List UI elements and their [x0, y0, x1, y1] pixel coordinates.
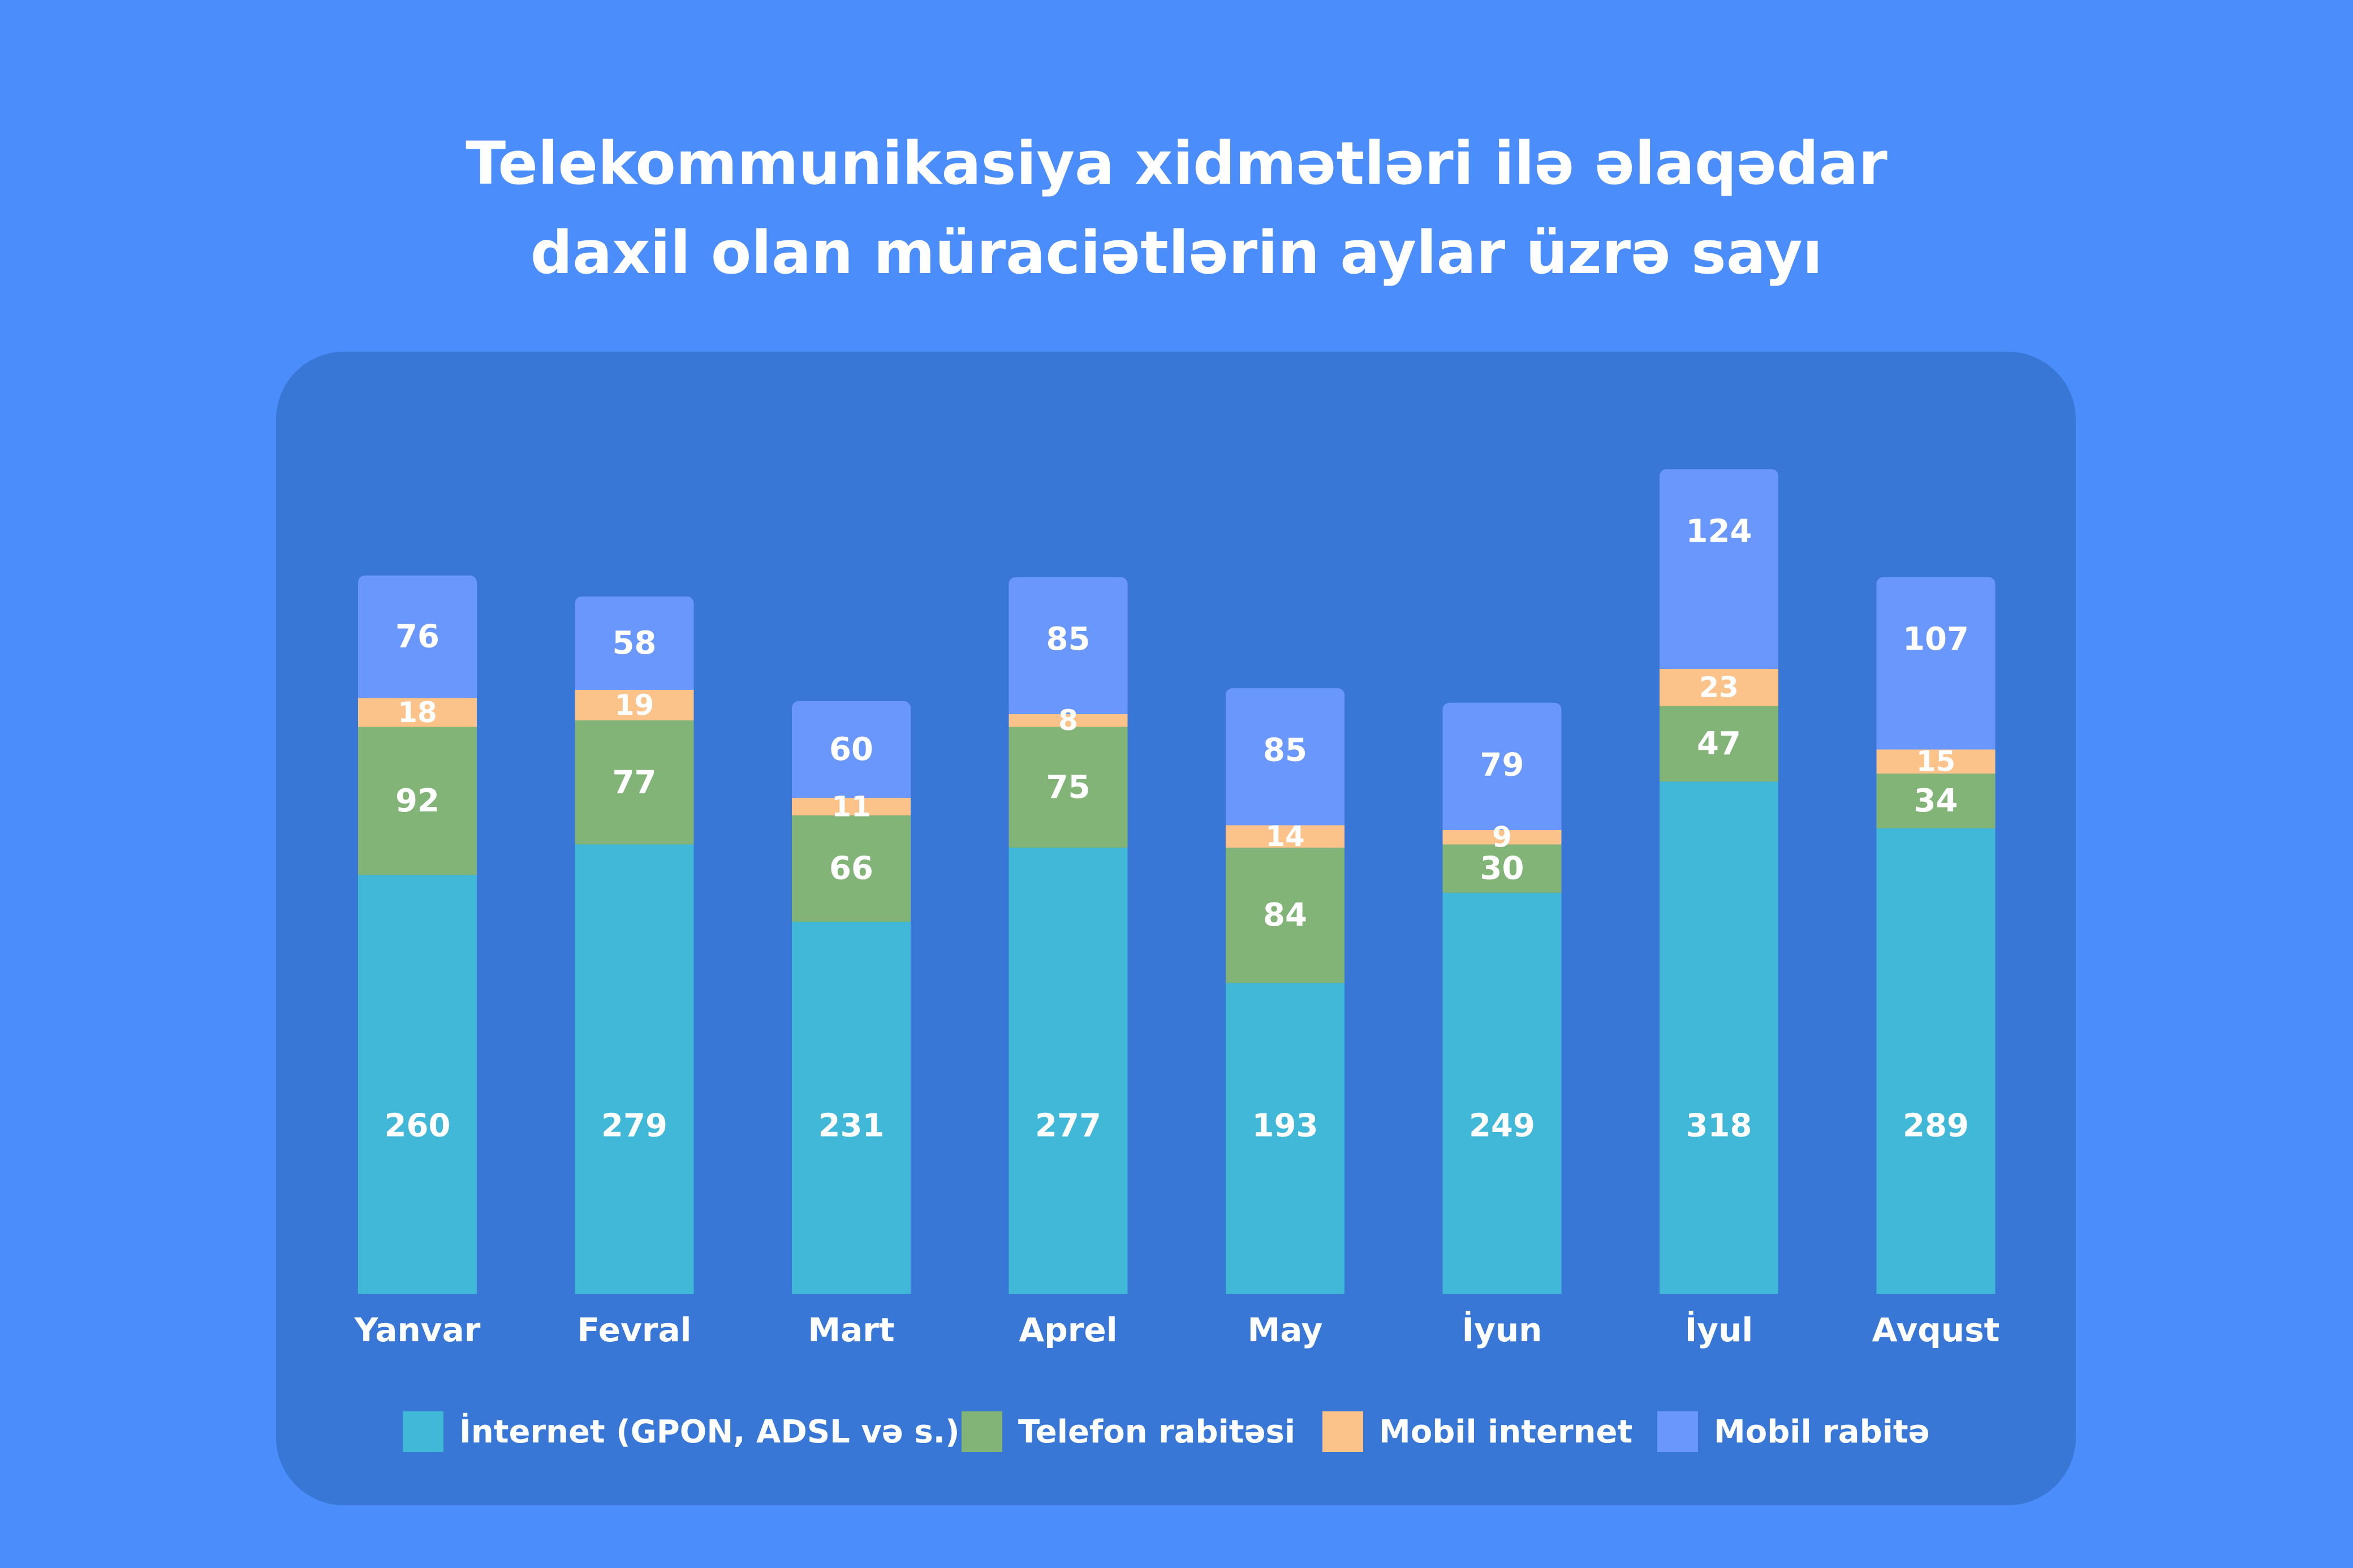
- data-label-mobil-internet-2: 19: [615, 689, 654, 722]
- bar-corner-patch-2: [575, 683, 694, 690]
- bar-mobil-rabite-8: [1876, 577, 1996, 750]
- x-tick-label-7: İyul: [1685, 1310, 1753, 1349]
- bar-internet-3: [792, 922, 911, 1294]
- data-label-telefon-rabitesi-3: 66: [829, 850, 873, 887]
- chart-title-line-2: daxil olan müraciətlərin aylar üzrə sayı: [530, 218, 1823, 287]
- legend-label-internet: İnternet (GPON, ADSL və s.): [459, 1414, 960, 1450]
- data-label-mobil-rabite-4: 85: [1046, 621, 1091, 658]
- data-label-mobil-rabite-3: 60: [829, 731, 873, 768]
- bar-corner-patch-1: [358, 691, 477, 698]
- bar-corner-patch-8: [1876, 742, 1996, 750]
- bar-mobil-rabite-5: [1226, 688, 1344, 826]
- data-label-mobil-rabite-7: 124: [1686, 513, 1752, 550]
- data-label-mobil-internet-1: 18: [398, 696, 437, 729]
- x-tick-label-6: İyun: [1462, 1310, 1542, 1349]
- data-label-internet-8: 289: [1903, 1108, 1969, 1144]
- legend-swatch-telefon-rabitesi: [962, 1411, 1002, 1452]
- legend-label-mobil-rabite: Mobil rabitə: [1714, 1414, 1930, 1450]
- data-label-mobil-internet-6: 9: [1492, 821, 1512, 854]
- bar-corner-patch-5: [1226, 818, 1344, 826]
- bar-telefon-rabitesi-3: [792, 815, 911, 922]
- x-tick-label-4: Aprel: [1019, 1311, 1117, 1349]
- bar-telefon-rabitesi-8: [1876, 774, 1996, 828]
- bar-telefon-rabitesi-7: [1660, 706, 1778, 782]
- bar-mobil-rabite-2: [575, 596, 694, 690]
- data-label-internet-2: 279: [601, 1108, 667, 1144]
- bar-telefon-rabitesi-1: [358, 727, 477, 875]
- data-label-telefon-rabitesi-4: 75: [1046, 769, 1091, 806]
- bar-mobil-rabite-3: [792, 701, 911, 798]
- legend-label-telefon-rabitesi: Telefon rabitəsi: [1018, 1414, 1296, 1450]
- data-label-mobil-rabite-6: 79: [1480, 746, 1524, 783]
- legend-swatch-mobil-rabite: [1657, 1411, 1698, 1452]
- bar-internet-2: [575, 844, 694, 1294]
- data-label-internet-1: 260: [385, 1108, 451, 1144]
- bar-mobil-rabite-6: [1442, 702, 1562, 830]
- bar-internet-7: [1660, 781, 1778, 1294]
- data-label-telefon-rabitesi-2: 77: [613, 764, 657, 801]
- bar-mobil-internet-6: [1442, 830, 1562, 845]
- data-label-internet-7: 318: [1686, 1108, 1752, 1144]
- data-label-mobil-internet-3: 11: [831, 790, 871, 823]
- x-tick-label-2: Fevral: [577, 1311, 691, 1349]
- chart-title-line-1: Telekommunikasiya xidmətləri ilə əlaqəda…: [466, 129, 1887, 198]
- data-label-mobil-internet-5: 14: [1265, 820, 1305, 853]
- bar-mobil-internet-8: [1876, 749, 1996, 774]
- chart-title: Telekommunikasiya xidmətləri ilə əlaqəda…: [0, 119, 2353, 297]
- data-label-telefon-rabitesi-8: 34: [1914, 783, 1958, 819]
- legend-swatch-internet: [403, 1411, 443, 1452]
- bar-telefon-rabitesi-5: [1226, 848, 1344, 983]
- bar-corner-patch-4: [1009, 707, 1128, 714]
- data-label-telefon-rabitesi-5: 84: [1263, 897, 1307, 934]
- bar-telefon-rabitesi-4: [1009, 727, 1128, 848]
- bar-mobil-internet-3: [792, 797, 911, 816]
- bar-mobil-internet-7: [1660, 668, 1778, 706]
- bar-mobil-rabite-4: [1009, 577, 1128, 714]
- data-label-telefon-rabitesi-6: 30: [1480, 850, 1524, 887]
- data-label-mobil-rabite-8: 107: [1903, 621, 1969, 658]
- data-label-mobil-internet-4: 8: [1058, 704, 1078, 737]
- legend-label-mobil-internet: Mobil internet: [1379, 1414, 1633, 1450]
- data-label-mobil-rabite-2: 58: [613, 625, 657, 662]
- data-label-mobil-internet-7: 23: [1699, 671, 1739, 704]
- legend-swatch-mobil-internet: [1322, 1411, 1363, 1452]
- data-label-internet-3: 231: [818, 1108, 885, 1144]
- data-label-mobil-internet-8: 15: [1916, 745, 1956, 778]
- bar-corner-patch-3: [792, 791, 911, 798]
- data-label-internet-5: 193: [1252, 1108, 1318, 1144]
- bar-internet-8: [1876, 828, 1996, 1294]
- bar-telefon-rabitesi-2: [575, 720, 694, 845]
- data-label-internet-6: 249: [1469, 1108, 1535, 1144]
- data-label-internet-4: 277: [1035, 1108, 1101, 1144]
- x-tick-label-1: Yanvar: [354, 1311, 481, 1349]
- data-label-telefon-rabitesi-7: 47: [1697, 725, 1741, 762]
- bar-mobil-internet-4: [1009, 714, 1128, 727]
- bar-mobil-rabite-7: [1660, 469, 1778, 669]
- bar-internet-5: [1226, 983, 1344, 1294]
- bar-mobil-internet-2: [575, 690, 694, 721]
- bar-corner-patch-7: [1660, 662, 1778, 669]
- x-tick-label-3: Mart: [808, 1311, 894, 1349]
- data-label-telefon-rabitesi-1: 92: [395, 783, 439, 819]
- data-label-mobil-rabite-1: 76: [395, 619, 439, 655]
- bar-internet-6: [1442, 892, 1562, 1294]
- x-tick-label-8: Avqust: [1872, 1311, 2000, 1349]
- bar-telefon-rabitesi-6: [1442, 844, 1562, 893]
- bar-internet-4: [1009, 848, 1128, 1294]
- bar-mobil-internet-5: [1226, 825, 1344, 848]
- bar-internet-1: [358, 875, 477, 1294]
- data-label-mobil-rabite-5: 85: [1263, 732, 1307, 769]
- bar-mobil-internet-1: [358, 698, 477, 727]
- bar-mobil-rabite-1: [358, 575, 477, 698]
- x-tick-label-5: May: [1248, 1311, 1323, 1349]
- bar-corner-patch-6: [1442, 823, 1562, 830]
